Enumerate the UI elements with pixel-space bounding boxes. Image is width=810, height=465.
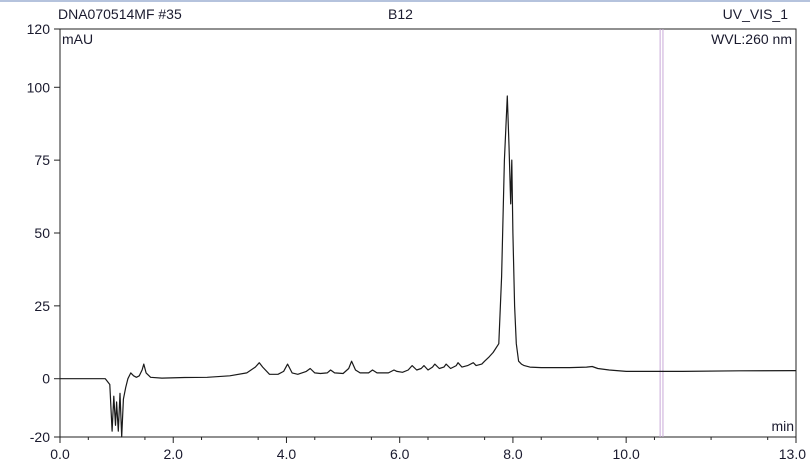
y-tick-label: 120 bbox=[27, 21, 51, 37]
x-tick-label: 6.0 bbox=[390, 446, 410, 462]
sample-name: DNA070514MF #35 bbox=[58, 6, 182, 22]
y-tick-label: 75 bbox=[34, 152, 50, 168]
x-tick-label: 10.0 bbox=[613, 446, 640, 462]
x-tick-label: 2.0 bbox=[163, 446, 183, 462]
y-tick-label: 50 bbox=[34, 225, 50, 241]
x-axis-label: min bbox=[771, 418, 794, 434]
y-tick-label: -20 bbox=[30, 429, 50, 445]
x-tick-label: 8.0 bbox=[503, 446, 523, 462]
y-axis-label: mAU bbox=[62, 31, 93, 47]
vial-label: B12 bbox=[388, 6, 413, 22]
plot-frame bbox=[59, 28, 797, 438]
y-tick-label: 100 bbox=[27, 79, 51, 95]
x-tick-label: 0.0 bbox=[50, 446, 70, 462]
wavelength-label: WVL:260 nm bbox=[711, 31, 792, 47]
y-tick-label: 0 bbox=[42, 371, 50, 387]
y-tick-label: 25 bbox=[34, 298, 50, 314]
chromatogram-trace-0 bbox=[60, 95, 797, 438]
channel-label: UV_VIS_1 bbox=[722, 6, 788, 22]
x-tick-label: 13.0 bbox=[779, 446, 806, 462]
x-tick-label: 4.0 bbox=[277, 446, 297, 462]
